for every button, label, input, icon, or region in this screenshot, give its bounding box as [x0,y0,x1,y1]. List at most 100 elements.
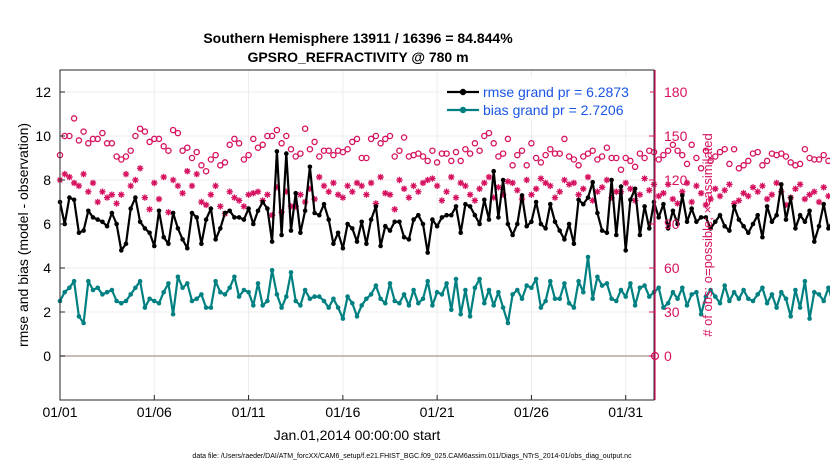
rmse-point [420,221,426,227]
obs-possible-point [457,157,464,165]
obs-possible-point [570,156,578,163]
bias-point [128,292,133,297]
bias-point [482,300,487,306]
obs-assimilated-point [141,194,149,201]
obs-possible-point [485,129,493,137]
obs-assimilated-point [415,188,422,195]
bias-point [307,296,313,302]
obs-assimilated-point [504,178,512,185]
obs-assimilated-point [683,179,691,187]
rmse-point [486,217,492,222]
rmse-point [750,221,756,227]
data-file-footnote: data file: /Users/raeder/DAI/ATM_forcXX/… [192,453,632,460]
obs-possible-point [66,132,73,140]
obs-assimilated-point [792,185,799,192]
bias-point [684,303,690,308]
rmse-point [764,204,770,209]
bias-point [689,292,694,297]
obs-assimilated-point [580,185,587,192]
obs-assimilated-point [608,194,615,201]
rmse-point [628,197,633,203]
rmse-point [232,215,237,220]
bias-point [477,276,482,282]
obs-possible-point [146,138,153,146]
obs-possible-point [174,129,182,137]
bias-point [807,316,812,321]
rmse-point [425,250,431,255]
obs-assimilated-point [740,190,747,197]
obs-possible-point [627,157,634,165]
rmse-point [406,237,412,242]
obs-assimilated-point [820,184,827,191]
rmse-point [458,230,464,236]
rmse-point [175,226,181,231]
obs-possible-point [556,150,563,157]
obs-possible-point [283,132,290,140]
bias-point [515,287,520,293]
bias-point [147,296,152,302]
obs-possible-point [542,151,549,159]
y2-tick-label: 90 [664,216,680,232]
obs-possible-point [778,150,785,157]
obs-assimilated-point [94,198,101,206]
bias-point [76,314,82,319]
bias-point [665,300,671,306]
obs-possible-point [532,154,540,162]
bias-point [703,294,709,299]
bias-point [213,278,218,284]
obs-assimilated-point [537,175,545,182]
x-tick-label: 01/31 [608,404,643,420]
bias-point [500,305,506,310]
obs-assimilated-point [80,170,87,178]
obs-assimilated-point [424,176,431,184]
obs-possible-point [598,153,606,160]
bias-point [585,254,591,260]
obs-possible-point [660,151,667,159]
bias-point [449,307,454,313]
bias-point [265,298,270,304]
obs-possible-point [617,166,625,173]
rmse-point [279,232,284,238]
obs-assimilated-point [174,182,182,190]
obs-assimilated-point [641,175,648,182]
obs-possible-point [693,154,700,162]
bias-point [373,283,379,288]
obs-possible-point [688,141,695,149]
rmse-point [463,201,468,207]
y2-tick-label: 150 [664,128,688,144]
bias-point [755,292,760,297]
obs-assimilated-point [679,188,686,195]
bias-point [335,305,341,310]
rmse-point [793,226,798,231]
obs-possible-point [80,128,87,135]
rmse-point [133,195,138,200]
obs-possible-point [344,145,351,153]
obs-assimilated-point [433,182,441,190]
obs-possible-point [382,135,389,143]
rmse-point [656,215,661,220]
rmse-point [524,223,529,229]
obs-assimilated-point [754,188,761,195]
obs-possible-point [245,151,252,159]
rmse-point [571,241,577,247]
obs-possible-point [353,135,361,143]
rmse-point [392,219,398,225]
rmse-point [708,226,713,231]
bias-point [416,300,421,306]
obs-assimilated-point [75,182,83,190]
rmse-point [538,221,544,227]
bias-point [793,287,798,293]
rmse-point [397,219,402,225]
obs-assimilated-point [184,168,191,175]
rmse-point [251,221,256,227]
obs-assimilated-point [169,176,177,184]
bias-point [430,303,435,308]
obs-possible-point [240,156,248,163]
rmse-point [284,151,289,156]
obs-possible-point [386,132,394,140]
bias-point [218,289,223,295]
bias-point [590,296,595,302]
obs-possible-point [702,147,710,154]
rmse-point [812,239,817,244]
obs-assimilated-point [306,185,314,192]
